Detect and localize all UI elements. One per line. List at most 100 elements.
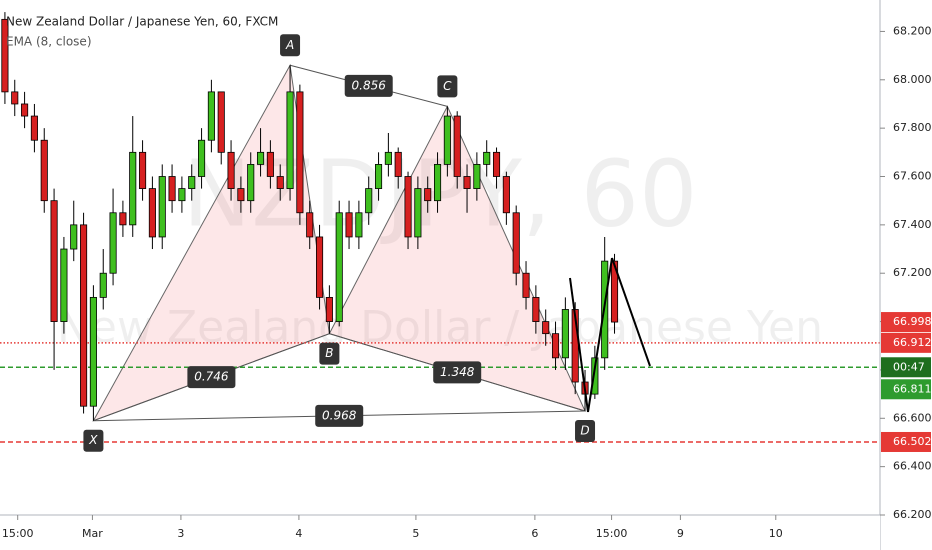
candle-body <box>542 321 550 335</box>
price-label-box <box>881 379 931 400</box>
ratio-label: 0.968 <box>322 408 357 422</box>
candle-body <box>247 164 255 202</box>
y-tick-label: 66.200 <box>893 508 932 521</box>
price-axis <box>880 0 932 550</box>
ratio-label: 0.746 <box>194 370 229 384</box>
watermark-subtitle: New Zealand Dollar / Japanese Yen <box>57 302 823 353</box>
price-label-box <box>881 312 931 333</box>
candle-body <box>522 272 530 298</box>
candle-body <box>30 115 38 141</box>
candle-body <box>1 18 9 93</box>
candle-body <box>463 176 471 189</box>
candle-body <box>365 188 373 214</box>
ratio-label: 0.856 <box>352 78 387 92</box>
y-tick-label: 68.200 <box>893 24 932 37</box>
x-tick-label: 10 <box>769 527 783 540</box>
candle-body <box>60 248 68 322</box>
candle-body <box>610 260 619 323</box>
price-label: 66.502 <box>893 435 932 448</box>
x-tick-label: 9 <box>677 527 684 540</box>
candle-body <box>188 176 196 189</box>
candle-body <box>40 139 48 202</box>
trend-line <box>569 277 589 413</box>
drawing-tools <box>569 257 651 413</box>
indicator-legend: EMA (8, close) <box>6 35 92 49</box>
candle-body <box>276 176 284 189</box>
plot-area <box>0 12 880 443</box>
candle-body <box>286 91 294 189</box>
candle-body <box>139 151 147 189</box>
x-tick-label: Mar <box>82 527 103 540</box>
point-label-box <box>575 420 596 443</box>
candle-body <box>217 91 225 153</box>
countdown: 00:47 <box>893 360 925 373</box>
candle-body <box>237 188 245 202</box>
pattern-labels: X A B C D 0.746 0.856 1.348 0.968 <box>83 34 596 452</box>
candle-body <box>50 200 58 322</box>
y-tick-label: 67.600 <box>893 170 932 183</box>
candle-body <box>109 212 117 274</box>
candle-body <box>306 212 314 238</box>
ratio-label: 1.348 <box>440 365 475 379</box>
chart-title: New Zealand Dollar / Japanese Yen, 60, F… <box>6 15 278 29</box>
candle-body <box>591 357 599 395</box>
candle-body <box>158 176 166 238</box>
y-tick-label: 67.400 <box>893 218 932 231</box>
time-axis <box>0 515 880 550</box>
price-label: 66.912 <box>893 336 932 349</box>
point-label-box <box>280 34 301 57</box>
price-label: 66.998 <box>893 315 932 328</box>
price-label: 66.811 <box>893 382 932 395</box>
candle-body <box>483 151 491 165</box>
candle-body <box>335 212 343 322</box>
point-label-box <box>319 342 340 365</box>
candle-body <box>424 188 432 202</box>
candle-body <box>119 212 127 226</box>
x-tick-label: 4 <box>295 527 302 540</box>
point-label-box <box>83 429 104 452</box>
candle-body <box>355 212 363 238</box>
ratio-box <box>433 361 482 384</box>
candle-body <box>99 272 107 298</box>
candle-body <box>473 164 481 189</box>
ratio-box <box>315 404 364 427</box>
trend-line <box>611 257 651 367</box>
candle-body <box>375 164 383 189</box>
candle-body <box>532 296 540 322</box>
candle-body <box>512 212 520 274</box>
point-label: D <box>580 424 589 438</box>
candle-body <box>207 91 215 141</box>
candle-body <box>443 115 451 165</box>
point-label: C <box>443 79 452 93</box>
point-label: A <box>285 38 294 52</box>
candle-body <box>345 212 353 238</box>
candle-body <box>11 91 19 105</box>
ratio-box <box>187 366 236 389</box>
point-label: X <box>88 433 98 447</box>
price-label-box <box>881 332 931 353</box>
y-tick-label: 66.400 <box>893 460 932 473</box>
y-tick-label: 68.000 <box>893 73 932 86</box>
candle-body <box>89 296 97 407</box>
price-label-box <box>881 431 931 452</box>
candle-body <box>70 224 78 250</box>
candle-body <box>384 151 392 165</box>
candle-body <box>80 224 88 407</box>
candle-body <box>404 176 412 238</box>
x-tick-label: 6 <box>531 527 538 540</box>
candle-body <box>551 333 560 359</box>
candle-body <box>168 176 176 202</box>
point-label-box <box>437 75 458 98</box>
ratio-box <box>344 74 393 97</box>
candle-body <box>316 236 324 298</box>
candle-body <box>492 151 501 177</box>
candle-body <box>227 151 235 189</box>
x-tick-label: 3 <box>177 527 184 540</box>
candle-body <box>296 91 304 214</box>
candle-body <box>257 151 265 165</box>
y-tick-label: 67.200 <box>893 266 932 279</box>
trend-line <box>587 257 613 413</box>
x-tick-label: 5 <box>412 527 419 540</box>
candle-body <box>394 151 402 177</box>
